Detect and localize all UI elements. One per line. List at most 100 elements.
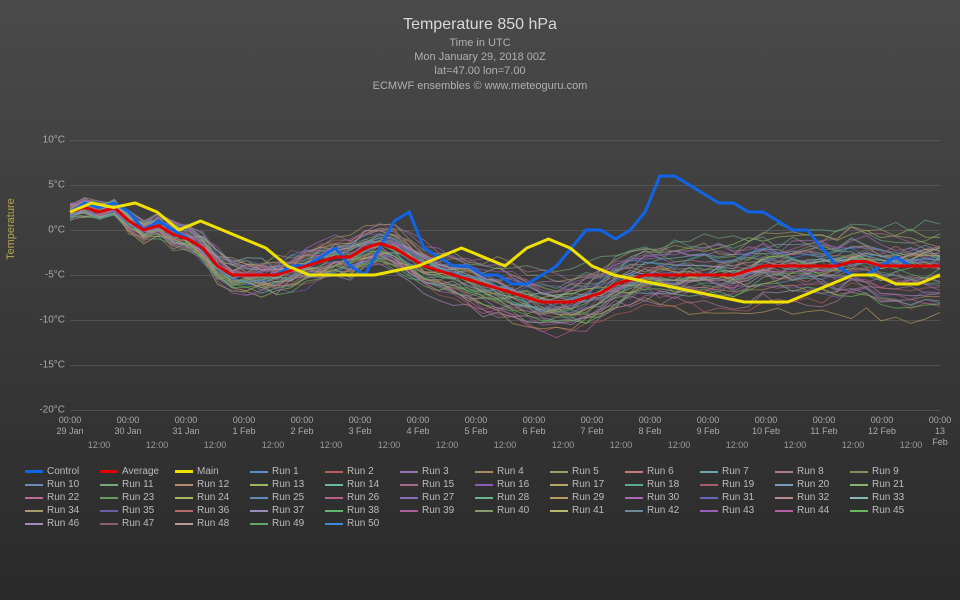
legend-label: Run 5: [572, 466, 599, 477]
legend-label: Run 36: [197, 505, 229, 516]
legend-item: Run 35: [100, 505, 175, 516]
legend-item: Run 24: [175, 492, 250, 503]
chart-title: Temperature 850 hPa: [0, 15, 960, 36]
legend-swatch: [700, 497, 718, 499]
x-tick-major: 00:0029 Jan: [56, 415, 83, 437]
subtitle-utc: Time in UTC: [0, 36, 960, 50]
legend-item: Run 29: [550, 492, 625, 503]
legend-swatch: [625, 471, 643, 473]
legend-item: Run 8: [775, 466, 850, 477]
legend-item: Run 11: [100, 479, 175, 490]
legend-swatch: [250, 523, 268, 525]
x-tick-major: 00:002 Feb: [290, 415, 313, 437]
legend-swatch: [550, 484, 568, 486]
legend-label: Run 14: [347, 479, 379, 490]
legend-label: Run 2: [347, 466, 374, 477]
chart-container: Temperature 850 hPa Time in UTC Mon Janu…: [0, 0, 960, 600]
x-tick-major: 00:0012 Feb: [868, 415, 896, 437]
legend-item: Run 30: [625, 492, 700, 503]
legend-swatch: [25, 470, 43, 473]
legend-swatch: [700, 471, 718, 473]
legend-item: Run 17: [550, 479, 625, 490]
legend-item: Run 9: [850, 466, 925, 477]
legend-swatch: [475, 497, 493, 499]
legend-label: Run 11: [122, 479, 154, 490]
legend-item: Run 12: [175, 479, 250, 490]
legend-swatch: [475, 484, 493, 486]
legend-item: Run 34: [25, 505, 100, 516]
legend-label: Run 19: [722, 479, 754, 490]
legend-label: Run 10: [47, 479, 79, 490]
legend-label: Main: [197, 466, 219, 477]
legend-label: Run 45: [872, 505, 904, 516]
x-tick-minor: 12:00: [320, 440, 343, 450]
legend-label: Run 6: [647, 466, 674, 477]
legend-item: Run 46: [25, 518, 100, 529]
legend-item: Run 20: [775, 479, 850, 490]
legend-swatch: [100, 523, 118, 525]
legend-swatch: [250, 484, 268, 486]
legend-label: Run 23: [122, 492, 154, 503]
legend-swatch: [850, 484, 868, 486]
x-tick-major: 00:0011 Feb: [810, 415, 837, 437]
legend-swatch: [625, 510, 643, 512]
subtitle-date: Mon January 29, 2018 00Z: [0, 50, 960, 64]
x-tick-minor: 12:00: [436, 440, 459, 450]
legend-item: Run 16: [475, 479, 550, 490]
legend-label: Run 28: [497, 492, 529, 503]
legend-swatch: [250, 510, 268, 512]
x-tick-minor: 12:00: [146, 440, 169, 450]
line-series-svg: [70, 140, 940, 410]
legend-swatch: [175, 523, 193, 525]
legend-swatch: [25, 510, 43, 512]
legend-label: Run 3: [422, 466, 449, 477]
legend-label: Run 21: [872, 479, 904, 490]
legend-swatch: [625, 497, 643, 499]
x-tick-minor: 12:00: [668, 440, 691, 450]
legend-item: Run 42: [625, 505, 700, 516]
title-block: Temperature 850 hPa Time in UTC Mon Janu…: [0, 0, 960, 93]
legend-label: Run 12: [197, 479, 229, 490]
legend-label: Run 49: [272, 518, 304, 529]
legend-swatch: [775, 484, 793, 486]
legend-label: Run 24: [197, 492, 229, 503]
legend-swatch: [325, 484, 343, 486]
x-tick-minor: 12:00: [204, 440, 227, 450]
legend-item: Run 39: [400, 505, 475, 516]
legend-label: Run 27: [422, 492, 454, 503]
y-axis-label: Temperature: [5, 198, 17, 260]
legend-item: Run 4: [475, 466, 550, 477]
legend-item: Run 32: [775, 492, 850, 503]
legend-label: Run 25: [272, 492, 304, 503]
legend-item: Run 13: [250, 479, 325, 490]
x-tick-minor: 12:00: [378, 440, 401, 450]
legend-swatch: [550, 510, 568, 512]
y-tick-label: 10°C: [25, 135, 65, 146]
legend-swatch: [175, 470, 193, 473]
legend-swatch: [325, 523, 343, 525]
legend-item: Run 37: [250, 505, 325, 516]
legend-item: Average: [100, 466, 175, 477]
legend-label: Run 44: [797, 505, 829, 516]
plot-area: [70, 140, 940, 410]
legend-label: Run 33: [872, 492, 904, 503]
legend-swatch: [25, 497, 43, 499]
legend-label: Run 39: [422, 505, 454, 516]
x-tick-major: 00:0030 Jan: [114, 415, 141, 437]
legend-label: Run 30: [647, 492, 679, 503]
legend-label: Run 20: [797, 479, 829, 490]
x-tick-minor: 12:00: [784, 440, 807, 450]
legend-label: Run 4: [497, 466, 524, 477]
legend-label: Run 15: [422, 479, 454, 490]
legend-swatch: [850, 510, 868, 512]
legend-item: Run 48: [175, 518, 250, 529]
x-tick-major: 00:001 Feb: [232, 415, 255, 437]
legend-item: Run 15: [400, 479, 475, 490]
legend-item: Run 28: [475, 492, 550, 503]
legend-label: Run 9: [872, 466, 899, 477]
legend-item: Run 44: [775, 505, 850, 516]
legend-label: Run 34: [47, 505, 79, 516]
legend-item: Run 22: [25, 492, 100, 503]
legend-swatch: [175, 510, 193, 512]
legend-item: Run 40: [475, 505, 550, 516]
